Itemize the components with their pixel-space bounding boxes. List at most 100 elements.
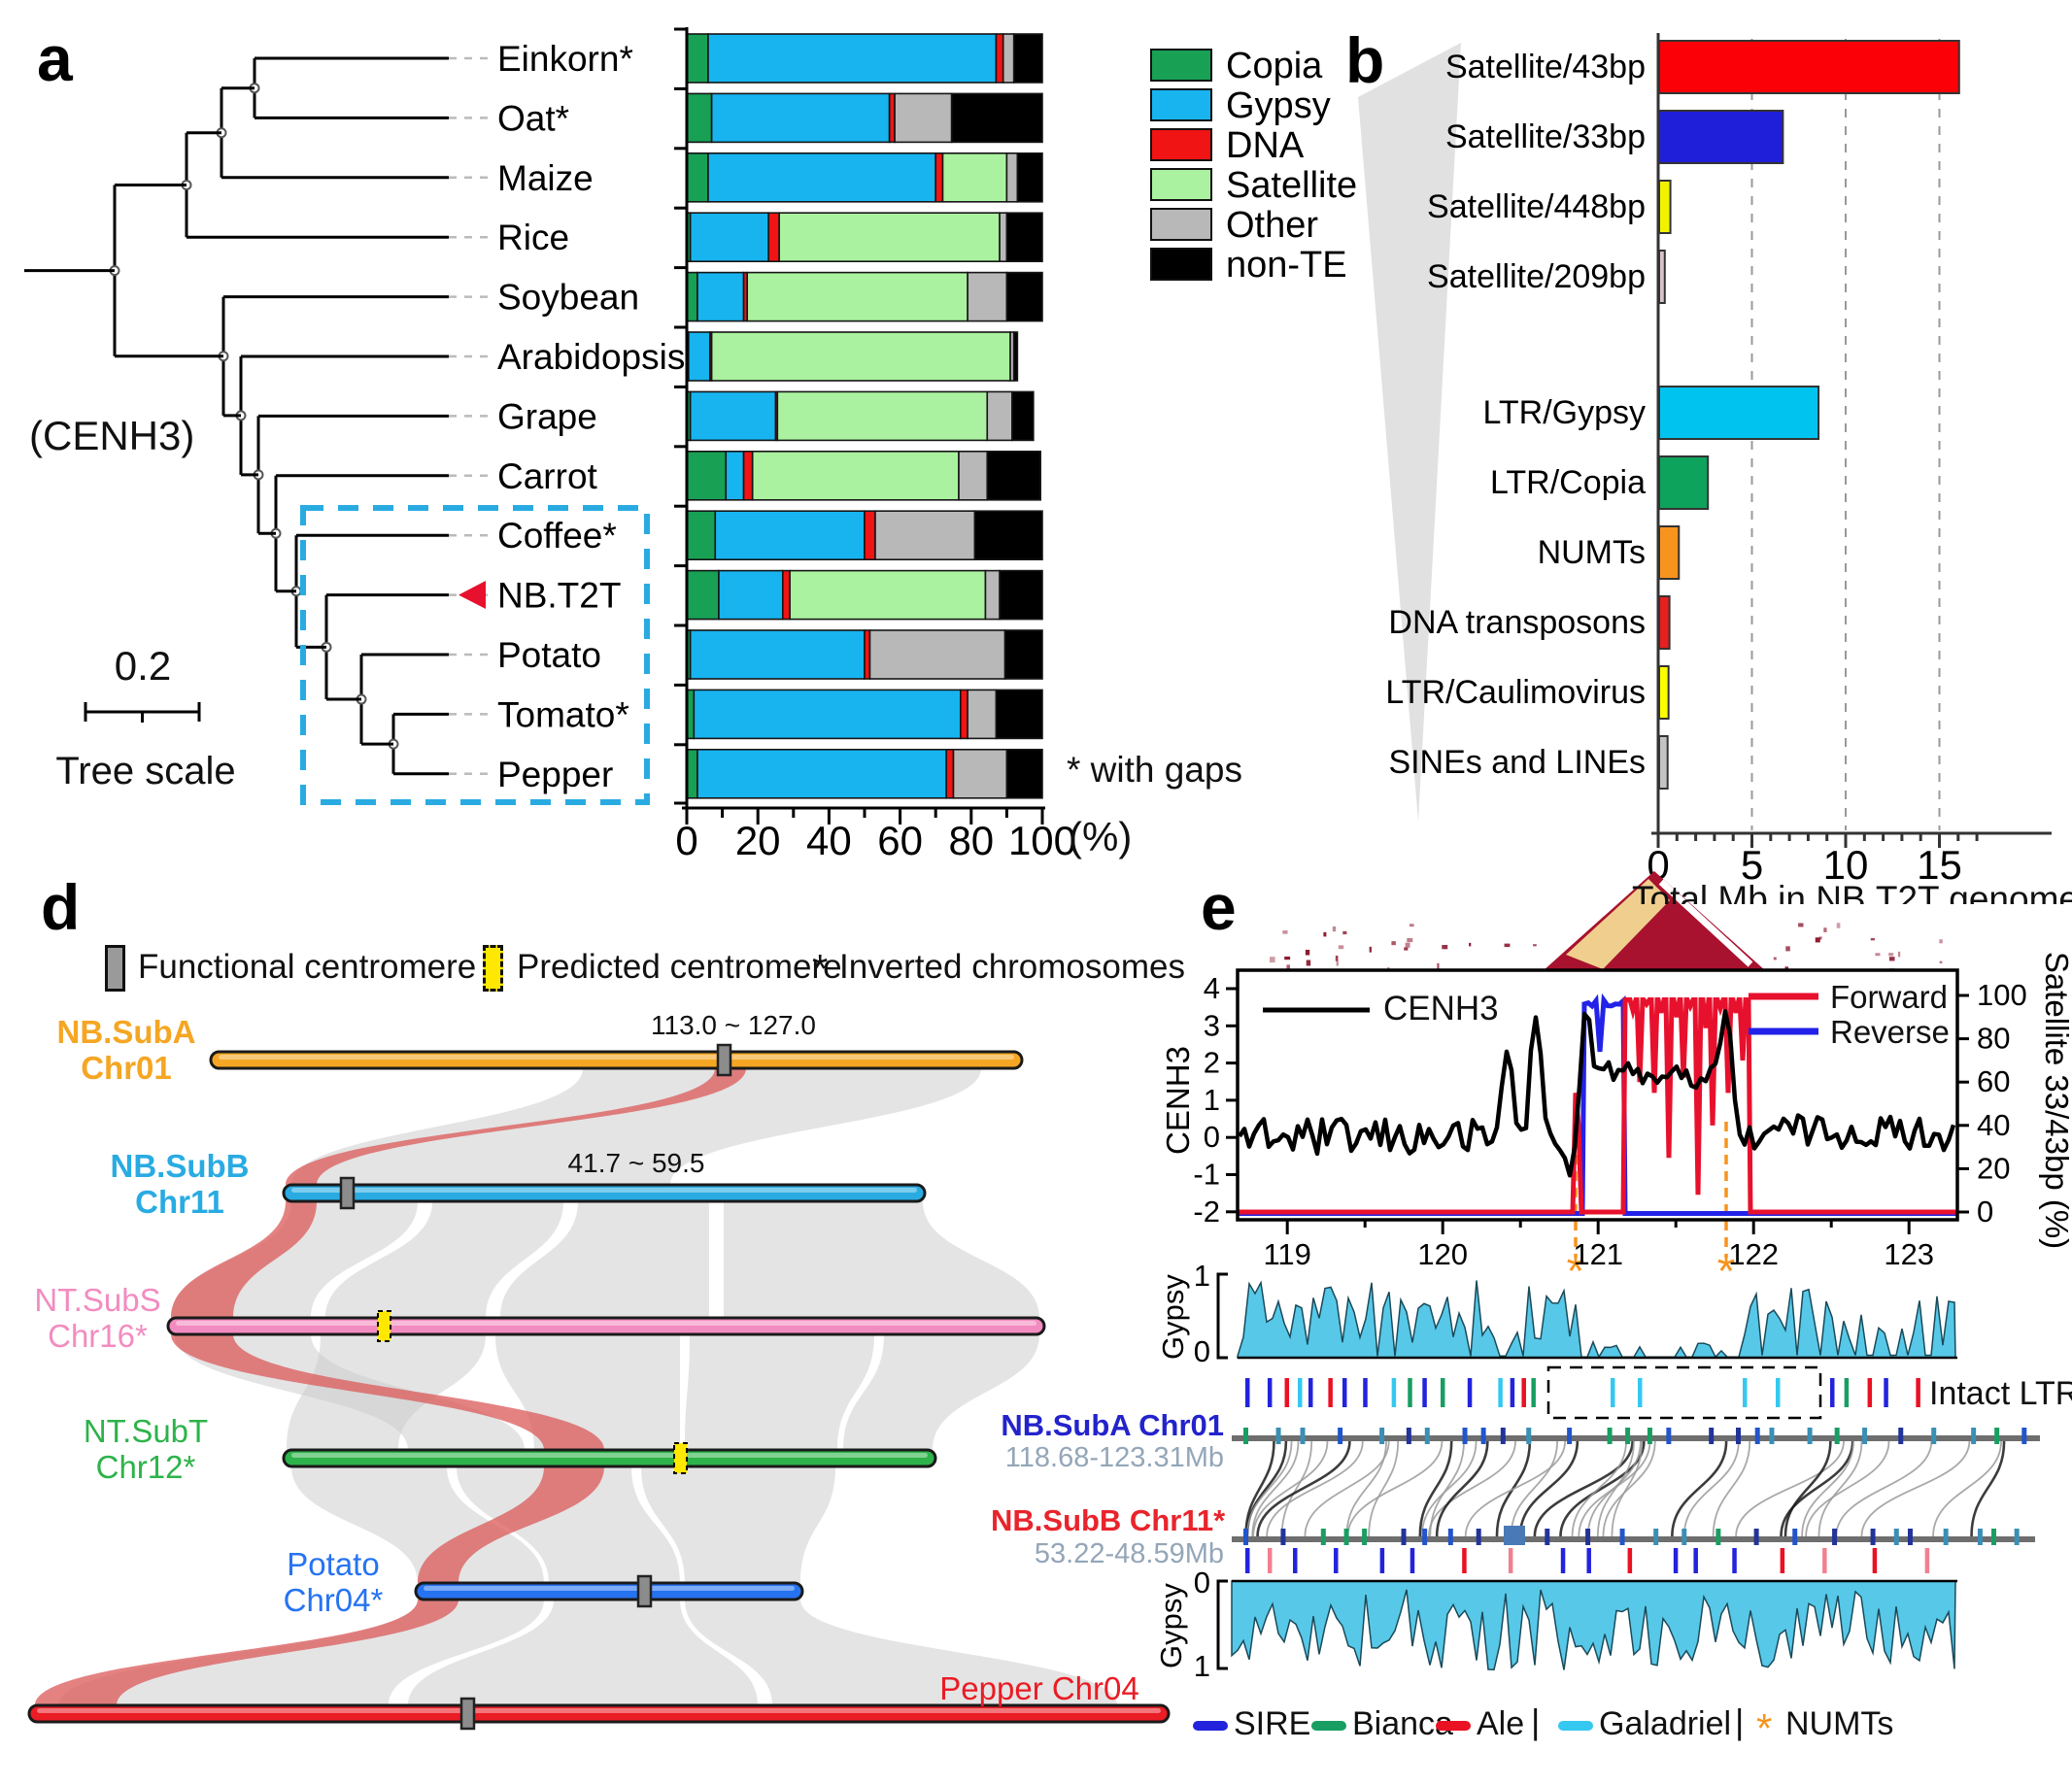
axis-tick-label: 40 bbox=[806, 818, 852, 863]
intact-ltr-tick bbox=[1284, 1378, 1290, 1407]
te-bar-segment bbox=[999, 569, 1043, 621]
gypsy-scale-bracket-bottom bbox=[1216, 1579, 1228, 1670]
bar bbox=[1658, 665, 1670, 720]
heatmap-dot bbox=[1888, 957, 1895, 961]
te-bar-segment bbox=[686, 510, 717, 561]
subb-ltr-tick bbox=[1410, 1548, 1415, 1573]
subb-ltr-tick bbox=[1780, 1548, 1785, 1573]
bar bbox=[1658, 455, 1710, 510]
suba-track-tick bbox=[1862, 1428, 1868, 1444]
right-tick-label: 20 bbox=[1977, 1151, 2010, 1185]
alignment-link bbox=[1602, 1440, 1656, 1537]
bar bbox=[1658, 250, 1666, 304]
subb-track-tick bbox=[1792, 1529, 1798, 1545]
left-tick-label: 3 bbox=[1204, 1008, 1220, 1042]
synteny-ribbon bbox=[500, 1201, 709, 1318]
ltr-desert-box bbox=[1546, 1365, 1822, 1420]
intact-ltr-tick bbox=[1467, 1378, 1473, 1407]
subb-ltr-tick bbox=[1560, 1548, 1566, 1573]
bar-label: Satellite/43bp bbox=[1445, 49, 1646, 85]
subb-track-tick bbox=[1977, 1529, 1983, 1545]
suba-track-tick bbox=[1754, 1428, 1760, 1444]
chromosome-name: NB.SubA Chr01 bbox=[56, 1014, 196, 1086]
chromosome-highlight bbox=[37, 1708, 1161, 1713]
te-bar-segment bbox=[686, 92, 713, 144]
alignment-link bbox=[1578, 1440, 1651, 1537]
gypsy-track-label-bottom: Gypsy bbox=[1154, 1583, 1188, 1668]
panel-a-letter: a bbox=[37, 22, 73, 94]
intact-ltr-tick bbox=[1776, 1378, 1781, 1407]
gypsy-scale-1: 1 bbox=[1194, 1259, 1210, 1293]
species-label: Oat* bbox=[497, 98, 569, 138]
subb-ltr-tick bbox=[1693, 1548, 1698, 1573]
alignment-link bbox=[1805, 1440, 1890, 1537]
species-label: Coffee* bbox=[497, 516, 617, 556]
chromosome-bar bbox=[209, 1050, 1024, 1070]
gypsy-scale-1b: 1 bbox=[1194, 1649, 1210, 1683]
heatmap-dot bbox=[1338, 945, 1344, 950]
right-tick-label: 40 bbox=[1977, 1108, 2010, 1142]
subb-track-tick bbox=[1243, 1529, 1248, 1545]
intact-ltr-tick bbox=[1884, 1378, 1888, 1407]
heatmap-dot bbox=[1784, 966, 1789, 970]
te-bar-segment bbox=[995, 689, 1043, 740]
te-bar-segment bbox=[986, 450, 1041, 501]
heatmap-dot bbox=[1897, 951, 1901, 958]
intact-ltr-tick bbox=[1363, 1378, 1368, 1407]
intact-ltr-tick bbox=[1638, 1378, 1643, 1407]
cenh3-legend-label: CENH3 bbox=[1383, 990, 1499, 1027]
legend-label: Gypsy bbox=[1226, 85, 1331, 126]
synteny-ribbon bbox=[291, 1068, 981, 1185]
functional-centromere-label: Functional centromere bbox=[138, 948, 477, 986]
chromosome-highlight bbox=[291, 1188, 917, 1193]
intact-ltr-tick bbox=[1328, 1378, 1333, 1407]
bar-label: LTR/Copia bbox=[1490, 464, 1646, 501]
synteny-ribbon bbox=[291, 1466, 544, 1583]
chromosome-bar bbox=[414, 1581, 804, 1601]
suba-track-tick bbox=[1807, 1428, 1813, 1444]
heatmap-dot bbox=[1798, 923, 1804, 927]
heatmap-dot bbox=[1405, 942, 1410, 948]
x-tick-label: 119 bbox=[1263, 1237, 1310, 1271]
te-bar-segment bbox=[945, 748, 955, 799]
heatmap-dot bbox=[1437, 962, 1440, 969]
alignment-link bbox=[1970, 1440, 2006, 1537]
heatmap-dot bbox=[1870, 937, 1875, 941]
species-label: Pepper bbox=[497, 755, 613, 794]
te-bar-segment bbox=[864, 510, 876, 561]
numts-asterisk: * bbox=[1717, 1246, 1736, 1297]
subb-track-line bbox=[1232, 1536, 2035, 1542]
alignment-link bbox=[1346, 1440, 1444, 1537]
intact-ltr-tick bbox=[1611, 1378, 1615, 1407]
heatmap-dot bbox=[1939, 960, 1943, 963]
alignment-link bbox=[1345, 1440, 1387, 1537]
numts-legend-marker: * bbox=[1756, 1705, 1773, 1751]
alignment-link bbox=[1510, 1440, 1558, 1537]
chromosome-bar bbox=[166, 1316, 1046, 1336]
species-label: Einkorn* bbox=[497, 39, 633, 79]
synteny-ribbon bbox=[685, 1334, 874, 1450]
alignment-link bbox=[1932, 1440, 2002, 1537]
numts-legend-label: NUMTs bbox=[1785, 1705, 1894, 1742]
ltr-legend-swatch bbox=[1436, 1721, 1471, 1731]
heatmap-dot bbox=[1286, 964, 1291, 969]
te-bar-segment bbox=[894, 92, 953, 144]
legend-swatch bbox=[1150, 208, 1212, 241]
heatmap-dot bbox=[1815, 937, 1820, 943]
bar-label: Satellite/448bp bbox=[1427, 188, 1646, 225]
bar-label: LTR/Gypsy bbox=[1482, 394, 1646, 431]
ltr-legend-swatch bbox=[1558, 1721, 1593, 1731]
subb-ltr-tick bbox=[1508, 1548, 1513, 1573]
intact-ltr-tick bbox=[1440, 1378, 1445, 1407]
subb-ltr-tick bbox=[1586, 1548, 1591, 1573]
te-bar-segment bbox=[689, 629, 866, 680]
suba-track-tick bbox=[1424, 1428, 1430, 1444]
synteny-ribbon bbox=[325, 1201, 563, 1318]
bar bbox=[1658, 595, 1671, 650]
chromosome-highlight bbox=[176, 1321, 1036, 1326]
functional-centromere-swatch bbox=[105, 945, 125, 992]
suba-track-range: 118.68-123.31Mb bbox=[1004, 1442, 1224, 1473]
intact-ltr-tick bbox=[1521, 1378, 1526, 1407]
